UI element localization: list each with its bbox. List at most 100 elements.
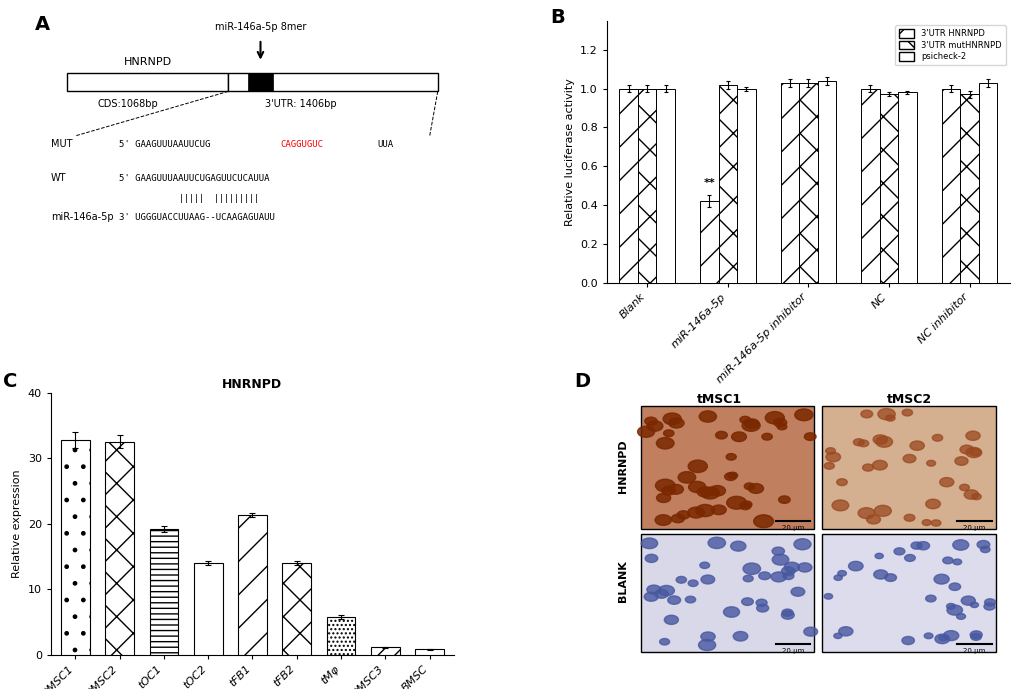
Circle shape — [676, 577, 686, 583]
Circle shape — [934, 634, 949, 644]
Text: C: C — [3, 371, 17, 391]
Circle shape — [834, 633, 842, 639]
Circle shape — [699, 562, 709, 568]
Circle shape — [700, 632, 714, 641]
Circle shape — [742, 563, 760, 575]
Circle shape — [860, 410, 872, 418]
Circle shape — [753, 515, 772, 528]
Bar — [717, 85, 737, 282]
Circle shape — [663, 430, 674, 437]
Bar — [737, 89, 755, 282]
Bar — [821, 534, 995, 652]
Bar — [860, 89, 878, 282]
Circle shape — [793, 539, 810, 550]
Circle shape — [938, 477, 953, 486]
Circle shape — [707, 537, 725, 548]
Circle shape — [952, 559, 961, 565]
Circle shape — [804, 433, 815, 440]
Circle shape — [923, 633, 932, 639]
Circle shape — [836, 479, 847, 486]
Circle shape — [916, 542, 928, 550]
Bar — [194, 563, 222, 655]
Circle shape — [976, 540, 988, 548]
Circle shape — [688, 482, 705, 493]
Circle shape — [837, 570, 846, 576]
Circle shape — [781, 611, 794, 619]
Bar — [637, 89, 656, 282]
Circle shape — [909, 441, 923, 451]
Circle shape — [825, 452, 840, 462]
Circle shape — [931, 435, 942, 441]
Circle shape — [761, 433, 771, 440]
Circle shape — [963, 490, 977, 500]
Title: HNRNPD: HNRNPD — [222, 378, 282, 391]
Bar — [699, 201, 717, 282]
Circle shape — [925, 499, 940, 508]
Circle shape — [937, 635, 947, 641]
Text: 20 μm: 20 μm — [962, 525, 984, 531]
Circle shape — [644, 592, 657, 601]
Bar — [105, 442, 133, 655]
Bar — [67, 73, 228, 92]
Circle shape — [708, 486, 725, 496]
Circle shape — [834, 575, 842, 580]
Circle shape — [858, 440, 868, 446]
Text: miR-146a-5p: miR-146a-5p — [51, 212, 113, 223]
Circle shape — [862, 464, 872, 471]
Text: MUT: MUT — [51, 139, 72, 149]
Circle shape — [697, 487, 712, 497]
Circle shape — [656, 438, 674, 449]
Circle shape — [902, 455, 915, 463]
Text: miR-146a-5p 8mer: miR-146a-5p 8mer — [215, 23, 306, 32]
Circle shape — [901, 409, 912, 416]
Circle shape — [637, 426, 654, 438]
Circle shape — [715, 431, 727, 439]
Text: 20 μm: 20 μm — [782, 648, 804, 654]
Text: 3'UTR: 1406bp: 3'UTR: 1406bp — [265, 99, 336, 110]
Text: 3' UGGGUACCUUAAG--UCAAGAGUAUU: 3' UGGGUACCUUAAG--UCAAGAGUAUU — [119, 214, 275, 223]
Circle shape — [969, 449, 980, 456]
Circle shape — [874, 553, 882, 559]
Circle shape — [658, 586, 674, 596]
Circle shape — [965, 447, 980, 457]
Circle shape — [884, 415, 895, 421]
Circle shape — [770, 572, 786, 582]
Bar — [326, 617, 355, 655]
Circle shape — [742, 420, 759, 431]
Circle shape — [739, 416, 750, 423]
Circle shape — [781, 567, 794, 575]
Circle shape — [663, 615, 678, 624]
Circle shape — [956, 613, 965, 619]
Circle shape — [952, 539, 968, 550]
Circle shape — [933, 574, 949, 584]
Circle shape — [943, 630, 958, 641]
Circle shape — [667, 596, 680, 604]
Text: tMSC2: tMSC2 — [886, 393, 930, 406]
Text: |||||  |||||||||: ||||| ||||||||| — [119, 194, 259, 203]
Circle shape — [969, 631, 981, 639]
Circle shape — [903, 514, 914, 522]
Circle shape — [687, 507, 704, 518]
Circle shape — [739, 502, 750, 510]
Circle shape — [783, 573, 793, 579]
Circle shape — [873, 570, 887, 579]
Circle shape — [688, 580, 697, 586]
Circle shape — [641, 538, 657, 548]
Circle shape — [930, 520, 940, 526]
Circle shape — [969, 602, 977, 608]
Circle shape — [655, 480, 675, 492]
Bar — [821, 406, 995, 529]
Circle shape — [893, 548, 904, 555]
Text: 20 μm: 20 μm — [962, 648, 984, 654]
Bar — [641, 406, 813, 529]
Y-axis label: Relative luciferase activity: Relative luciferase activity — [565, 78, 574, 225]
Circle shape — [758, 572, 770, 579]
Text: BLANK: BLANK — [618, 560, 628, 602]
Text: D: D — [574, 371, 590, 391]
Circle shape — [671, 514, 684, 523]
Circle shape — [832, 500, 848, 511]
Circle shape — [698, 639, 715, 650]
Circle shape — [824, 448, 835, 454]
Circle shape — [970, 633, 980, 640]
Circle shape — [731, 432, 746, 442]
